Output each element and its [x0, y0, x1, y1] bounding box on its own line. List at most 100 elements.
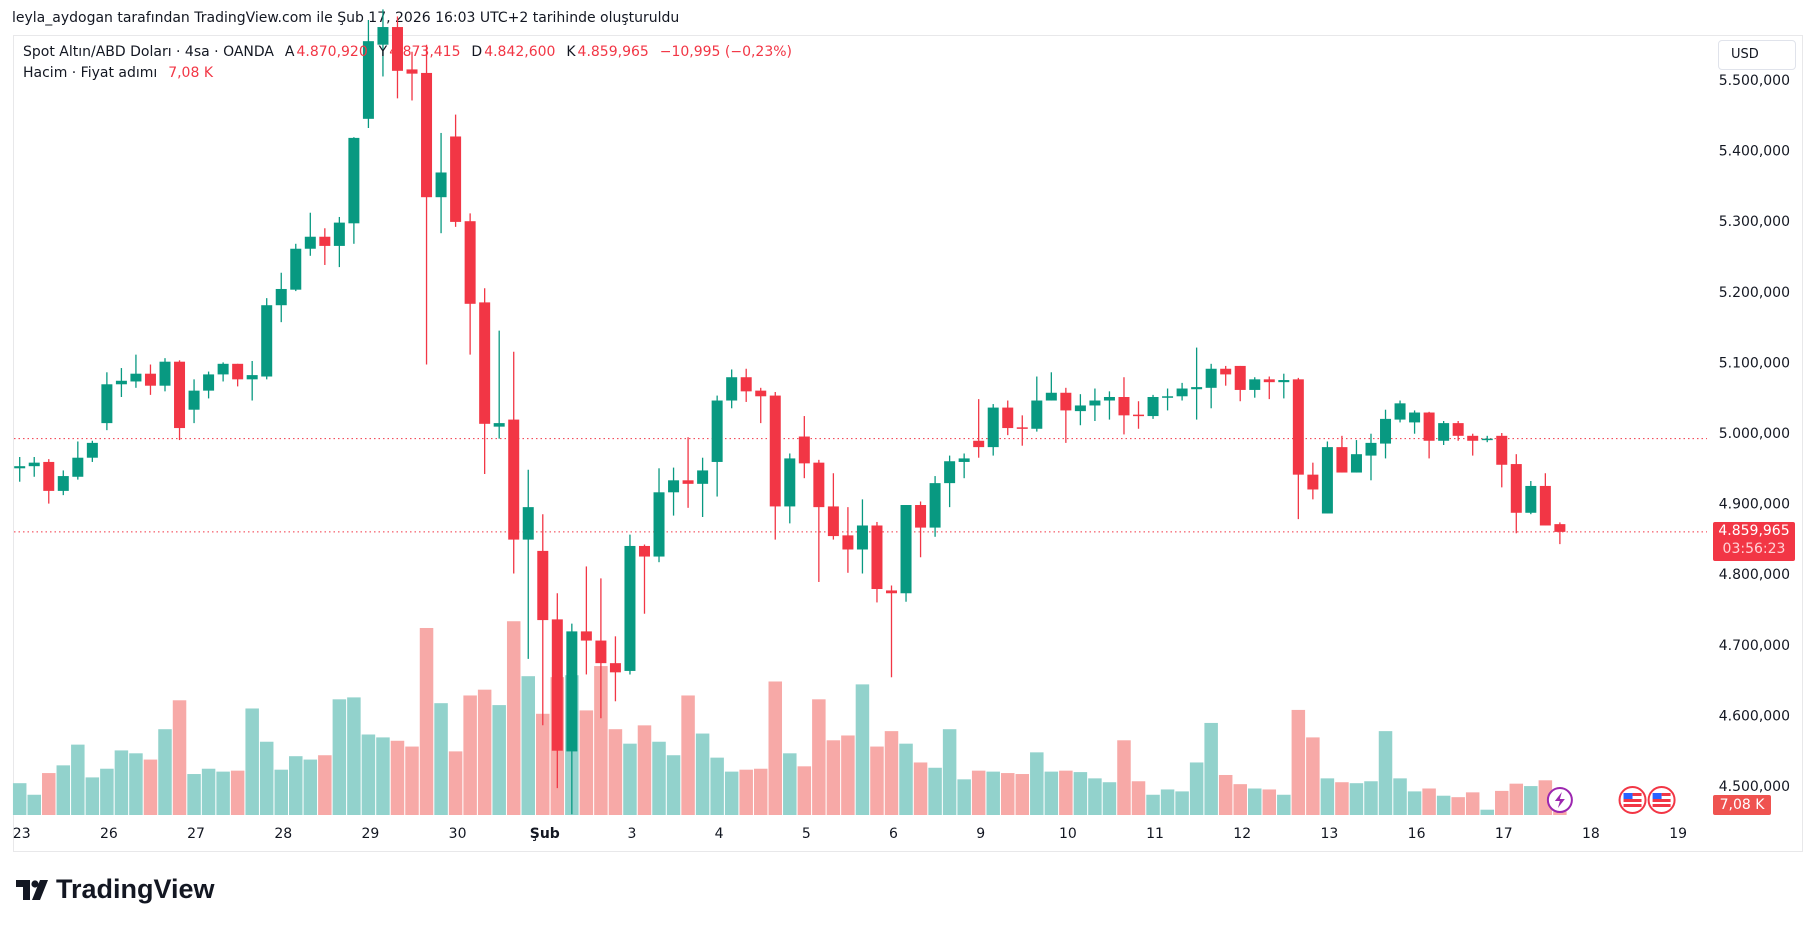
candle[interactable]	[522, 469, 534, 659]
candle[interactable]	[1278, 373, 1290, 399]
candle[interactable]	[1031, 376, 1043, 432]
candle[interactable]	[232, 363, 244, 387]
symbol-title[interactable]: Spot Altın/ABD Doları · 4sa · OANDA	[23, 44, 275, 60]
candle[interactable]	[1103, 391, 1115, 420]
candle[interactable]	[1060, 387, 1072, 443]
candle[interactable]	[566, 623, 578, 815]
candle[interactable]	[493, 330, 505, 439]
candle[interactable]	[871, 521, 883, 603]
candle[interactable]	[1321, 441, 1333, 514]
candle[interactable]	[711, 395, 723, 497]
tradingview-logo[interactable]: TradingView	[16, 874, 215, 905]
us-flag-icon[interactable]	[1618, 786, 1647, 814]
candle[interactable]	[1162, 388, 1174, 411]
candle[interactable]	[944, 455, 956, 508]
candle[interactable]	[174, 360, 186, 441]
candle[interactable]	[406, 51, 418, 101]
candle[interactable]	[1205, 363, 1217, 409]
candle[interactable]	[479, 288, 491, 474]
candle[interactable]	[929, 476, 941, 537]
symbol-legend[interactable]: Spot Altın/ABD Doları · 4sa · OANDA A 4.8…	[23, 44, 794, 60]
candle[interactable]	[43, 459, 55, 504]
candle[interactable]	[1191, 347, 1203, 420]
candle[interactable]	[973, 399, 985, 458]
candle[interactable]	[1074, 394, 1086, 426]
candle[interactable]	[362, 19, 374, 129]
candle[interactable]	[697, 457, 709, 518]
candle[interactable]	[886, 585, 897, 678]
candle[interactable]	[1365, 433, 1377, 481]
candle[interactable]	[1467, 433, 1479, 456]
candle[interactable]	[1234, 365, 1246, 402]
candle[interactable]	[217, 362, 229, 382]
candle[interactable]	[1016, 415, 1028, 446]
candle[interactable]	[1554, 522, 1566, 545]
candle[interactable]	[682, 437, 694, 508]
candle[interactable]	[1380, 409, 1392, 459]
volume-legend[interactable]: Hacim · Fiyat adımı 7,08 K	[23, 65, 215, 81]
candle[interactable]	[1045, 372, 1057, 401]
candle[interactable]	[653, 468, 665, 563]
candle[interactable]	[580, 566, 592, 675]
candle[interactable]	[827, 473, 839, 540]
candle[interactable]	[1510, 454, 1522, 534]
candle[interactable]	[28, 457, 40, 477]
candle[interactable]	[1481, 435, 1493, 443]
candle[interactable]	[319, 228, 331, 265]
candle[interactable]	[1118, 377, 1130, 435]
candle[interactable]	[987, 404, 999, 456]
candle[interactable]	[188, 379, 200, 424]
candle[interactable]	[1133, 401, 1145, 429]
candle[interactable]	[813, 459, 825, 582]
candle[interactable]	[1307, 462, 1319, 500]
candle[interactable]	[1263, 376, 1275, 400]
candle[interactable]	[72, 441, 84, 480]
candle[interactable]	[1292, 377, 1304, 520]
candle[interactable]	[1147, 394, 1159, 419]
candle[interactable]	[1496, 433, 1508, 488]
candle[interactable]	[391, 16, 403, 99]
candle[interactable]	[275, 272, 287, 323]
candle[interactable]	[769, 392, 781, 540]
candle[interactable]	[86, 440, 98, 462]
candle[interactable]	[450, 114, 462, 227]
candle[interactable]	[798, 416, 810, 479]
us-flag-icon[interactable]	[1647, 786, 1676, 814]
candle[interactable]	[246, 360, 258, 401]
candle[interactable]	[726, 369, 738, 409]
candle[interactable]	[1452, 420, 1464, 441]
candle[interactable]	[14, 457, 26, 482]
candle[interactable]	[144, 364, 156, 395]
candle[interactable]	[624, 534, 636, 675]
candle[interactable]	[290, 243, 302, 292]
volume-title[interactable]: Hacim · Fiyat adımı	[23, 65, 158, 81]
candle[interactable]	[377, 9, 389, 77]
candle[interactable]	[1089, 388, 1101, 421]
candle[interactable]	[1539, 473, 1551, 526]
candle[interactable]	[1350, 440, 1362, 473]
candle[interactable]	[537, 514, 549, 726]
candle[interactable]	[842, 507, 854, 573]
candle[interactable]	[609, 636, 621, 702]
candle[interactable]	[348, 137, 360, 244]
candle[interactable]	[333, 216, 345, 268]
candle[interactable]	[856, 499, 868, 574]
candle[interactable]	[784, 453, 796, 524]
candle[interactable]	[1525, 481, 1537, 515]
candle[interactable]	[1423, 411, 1435, 459]
candle[interactable]	[1409, 410, 1421, 434]
candle[interactable]	[304, 212, 316, 256]
candle[interactable]	[595, 578, 607, 719]
candle[interactable]	[668, 467, 680, 516]
chart-frame[interactable]	[13, 35, 1803, 852]
candle[interactable]	[900, 505, 912, 602]
candle[interactable]	[638, 544, 650, 614]
candle[interactable]	[115, 368, 127, 397]
candle[interactable]	[435, 132, 447, 234]
candle[interactable]	[508, 351, 520, 574]
candle[interactable]	[551, 593, 563, 789]
candle[interactable]	[958, 453, 970, 479]
candle[interactable]	[159, 358, 171, 392]
currency-button[interactable]: USD	[1718, 40, 1796, 70]
